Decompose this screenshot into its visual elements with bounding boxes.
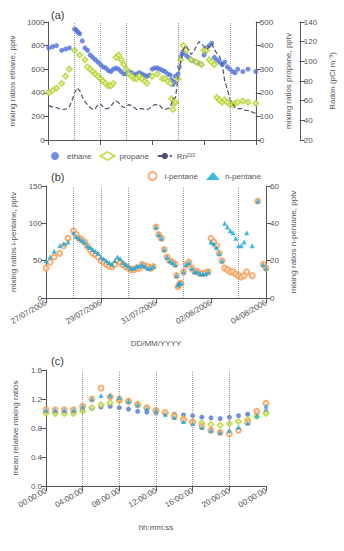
svg-text:100: 100: [304, 57, 318, 66]
svg-text:29/07/2006: 29/07/2006: [64, 298, 104, 326]
svg-text:150: 150: [29, 182, 43, 191]
svg-text:20: 20: [304, 136, 313, 145]
svg-text:140: 140: [304, 18, 318, 27]
svg-text:00:00:00: 00:00:00: [17, 486, 49, 510]
svg-text:0: 0: [260, 136, 265, 145]
svg-text:04/08/2006: 04/08/2006: [229, 298, 269, 326]
svg-text:(b): (b): [51, 171, 64, 183]
svg-text:120: 120: [304, 37, 318, 46]
svg-text:mixing ratios ethane, pptv: mixing ratios ethane, pptv: [8, 35, 17, 126]
svg-text:Radon (pCi m⁻³): Radon (pCi m⁻³): [328, 52, 337, 110]
svg-text:800: 800: [31, 41, 45, 50]
svg-text:500: 500: [260, 18, 274, 27]
svg-text:Rn²²²: Rn²²²: [177, 152, 196, 161]
svg-text:12:00:00: 12:00:00: [127, 486, 159, 510]
svg-text:1.2: 1.2: [31, 395, 43, 404]
svg-text:0: 0: [270, 294, 275, 303]
svg-text:hh:mm:ss: hh:mm:ss: [139, 523, 174, 532]
svg-text:100: 100: [260, 112, 274, 121]
svg-text:i-pentane: i-pentane: [165, 172, 199, 181]
svg-text:(a): (a): [51, 9, 64, 21]
svg-text:300: 300: [260, 65, 274, 74]
svg-text:02/08/2006: 02/08/2006: [174, 298, 214, 326]
svg-text:n-pentane: n-pentane: [225, 172, 262, 181]
svg-text:20: 20: [270, 256, 279, 265]
svg-text:mixing ratios n-pentane, pptv: mixing ratios n-pentane, pptv: [289, 191, 298, 294]
svg-text:ethane: ethane: [67, 152, 92, 161]
svg-text:0.4: 0.4: [31, 453, 43, 462]
svg-text:600: 600: [31, 65, 45, 74]
svg-text:400: 400: [260, 41, 274, 50]
svg-text:mean relative mixing ratios: mean relative mixing ratios: [11, 380, 20, 475]
svg-text:60: 60: [304, 96, 313, 105]
svg-text:1.6: 1.6: [31, 366, 43, 375]
svg-text:20:00:00: 20:00:00: [200, 486, 232, 510]
svg-text:mixing ratios propane, pptv: mixing ratios propane, pptv: [284, 33, 293, 129]
svg-text:00:00:00: 00:00:00: [237, 486, 269, 510]
svg-text:propane: propane: [119, 152, 149, 161]
svg-text:80: 80: [304, 77, 313, 86]
svg-text:40: 40: [304, 116, 313, 125]
svg-text:31/07/2006: 31/07/2006: [119, 298, 159, 326]
svg-text:40: 40: [270, 219, 279, 228]
svg-text:(c): (c): [51, 355, 64, 367]
svg-text:50: 50: [33, 256, 42, 265]
svg-text:100: 100: [29, 219, 43, 228]
svg-text:27/07/2006: 27/07/2006: [9, 298, 49, 326]
svg-text:DD/MM/YYYY: DD/MM/YYYY: [131, 339, 182, 348]
svg-text:400: 400: [31, 88, 45, 97]
svg-text:16:00:00: 16:00:00: [163, 486, 195, 510]
svg-text:0.0: 0.0: [30, 481, 42, 491]
svg-text:0.8: 0.8: [31, 424, 43, 433]
svg-text:04:00:00: 04:00:00: [53, 486, 85, 510]
svg-text:1000: 1000: [27, 18, 45, 27]
svg-text:mixing ratios i-pentane, pptv: mixing ratios i-pentane, pptv: [9, 192, 18, 292]
svg-text:200: 200: [31, 112, 45, 121]
svg-text:60: 60: [270, 182, 279, 191]
svg-text:0: 0: [40, 136, 45, 145]
svg-text:200: 200: [260, 88, 274, 97]
svg-text:08:00:00: 08:00:00: [90, 486, 122, 510]
